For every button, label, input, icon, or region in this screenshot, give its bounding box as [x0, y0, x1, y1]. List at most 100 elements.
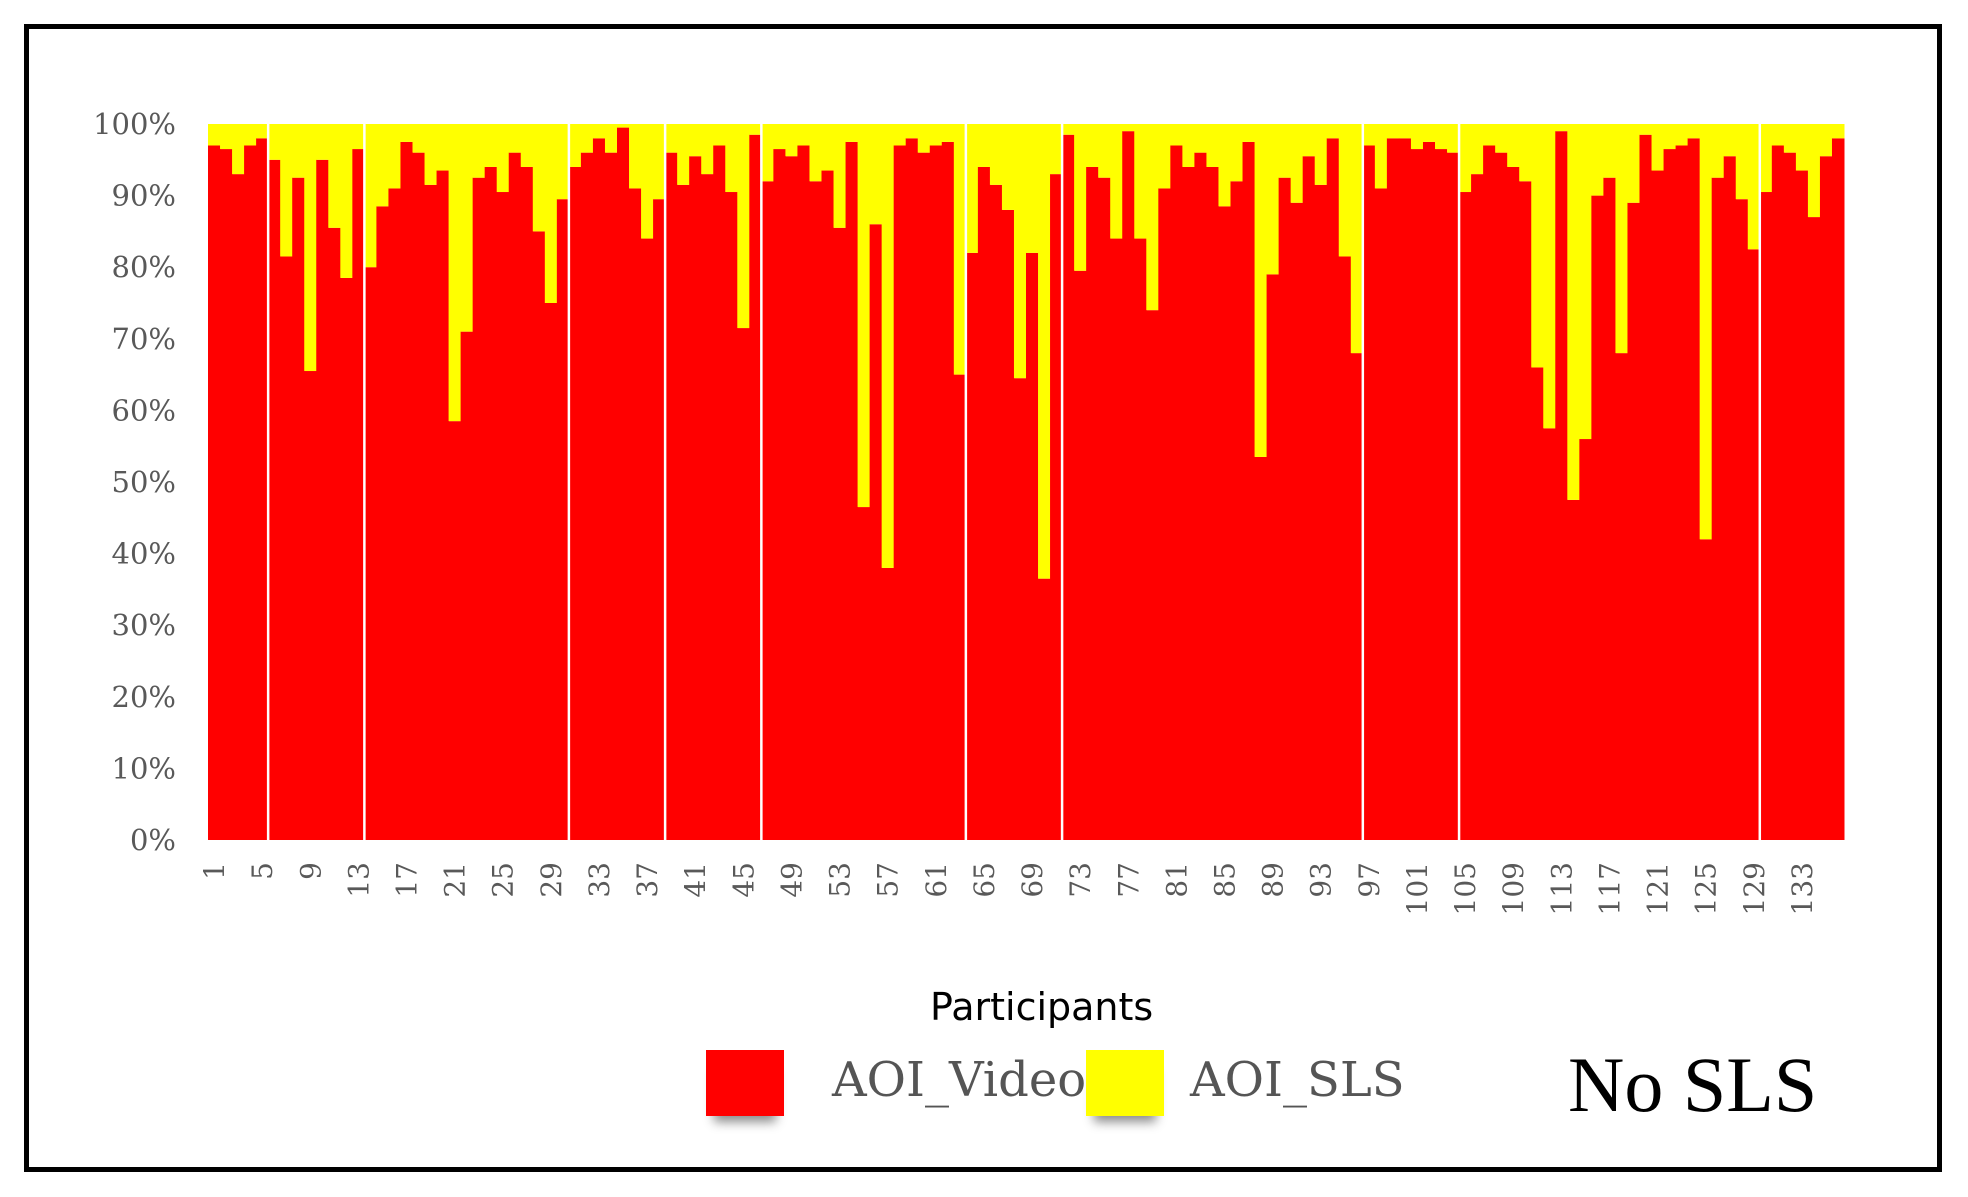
bar-aoi-video: [1278, 177, 1292, 840]
bar-aoi-sls: [1134, 124, 1147, 239]
bar-aoi-video: [1543, 428, 1556, 840]
bar-aoi-sls: [1447, 124, 1460, 153]
bar-aoi-sls: [1723, 124, 1737, 157]
bar-aoi-sls: [424, 124, 438, 185]
bar-aoi-sls: [496, 124, 510, 193]
bar-aoi-video: [965, 252, 979, 840]
bar-aoi-sls: [508, 124, 522, 153]
bar-aoi-video: [617, 127, 630, 840]
bar-aoi-video: [929, 145, 943, 841]
bar-aoi-sls: [340, 124, 353, 278]
bar-aoi-sls: [448, 124, 462, 422]
bar-aoi-sls: [376, 124, 389, 207]
bar-aoi-video: [653, 199, 666, 840]
bar-aoi-video: [484, 166, 498, 840]
x-tick-label: 57: [872, 862, 905, 898]
bar-aoi-sls: [484, 124, 498, 167]
bar-aoi-video: [1555, 131, 1568, 840]
bar-aoi-video: [508, 152, 522, 840]
bar-aoi-video: [1459, 192, 1472, 840]
bar-aoi-video: [629, 188, 642, 840]
bar-aoi-sls: [857, 124, 871, 508]
bar-aoi-video: [1795, 170, 1809, 841]
bar-aoi-video: [280, 256, 293, 841]
bar-aoi-sls: [592, 124, 606, 139]
bar-aoi-video: [1591, 195, 1604, 841]
x-tick-label: 17: [390, 862, 423, 898]
bar-aoi-video: [941, 141, 955, 840]
bar-aoi-sls: [400, 124, 413, 142]
x-tick-label: 81: [1160, 862, 1193, 898]
bar-aoi-video: [761, 181, 774, 840]
bar-aoi-sls: [845, 124, 859, 142]
bar-aoi-sls: [364, 124, 377, 268]
bar-aoi-video: [1831, 138, 1845, 840]
x-tick-label: 53: [824, 862, 857, 898]
bar-aoi-sls: [1603, 124, 1616, 178]
bar-aoi-sls: [256, 124, 269, 139]
bar-aoi-video: [1158, 188, 1171, 840]
bar-aoi-sls: [1567, 124, 1580, 500]
bar-aoi-video: [220, 149, 233, 840]
bar-aoi-sls: [1362, 124, 1376, 146]
bar-aoi-sls: [1086, 124, 1099, 167]
bar-aoi-sls: [1759, 124, 1773, 193]
x-tick-label: 77: [1112, 862, 1145, 898]
bar-aoi-video: [1074, 270, 1087, 840]
y-tick-label: 20%: [112, 680, 176, 714]
y-tick-label: 100%: [93, 107, 176, 141]
bar-aoi-sls: [977, 124, 991, 167]
bar-aoi-sls: [797, 124, 810, 146]
bar-aoi-video: [1146, 310, 1159, 840]
bar-aoi-sls: [232, 124, 245, 175]
bar-aoi-video: [677, 184, 690, 841]
bar-aoi-video: [364, 267, 377, 840]
bar-aoi-video: [749, 134, 762, 841]
bar-aoi-sls: [821, 124, 835, 171]
bar-aoi-sls: [725, 124, 738, 193]
bar-aoi-sls: [1483, 124, 1496, 146]
bar-aoi-sls: [460, 124, 474, 332]
bar-aoi-video: [580, 152, 594, 840]
bar-aoi-video: [713, 145, 726, 841]
bar-aoi-video: [1134, 238, 1147, 840]
bar-aoi-video: [737, 328, 750, 840]
bar-aoi-sls: [689, 124, 702, 157]
bar-aoi-sls: [220, 124, 233, 150]
bar-aoi-sls: [641, 124, 654, 239]
bar-aoi-video: [665, 152, 678, 840]
x-tick-label: 105: [1449, 862, 1482, 915]
bar-aoi-sls: [1302, 124, 1316, 157]
bar-aoi-video: [304, 371, 317, 840]
bar-aoi-video: [208, 145, 221, 841]
bar-aoi-video: [256, 138, 269, 840]
y-tick-label: 90%: [112, 179, 176, 213]
bar-aoi-sls: [1206, 124, 1219, 167]
legend-swatch-aoi-sls: [1086, 1050, 1164, 1116]
bar-aoi-sls: [833, 124, 847, 228]
bar-aoi-sls: [1435, 124, 1448, 150]
bar-aoi-video: [1507, 166, 1520, 840]
bar-aoi-sls: [1098, 124, 1111, 178]
bar-aoi-sls: [1471, 124, 1484, 175]
bar-aoi-sls: [568, 124, 582, 167]
bar-aoi-video: [1001, 209, 1015, 841]
bar-aoi-sls: [268, 124, 281, 160]
bar-aoi-video: [1519, 181, 1532, 840]
bar-aoi-video: [1013, 378, 1027, 840]
bar-aoi-sls: [556, 124, 570, 200]
bar-aoi-video: [1627, 202, 1640, 840]
bar-aoi-sls: [1290, 124, 1304, 203]
x-tick-label: 65: [968, 862, 1001, 898]
bar-aoi-sls: [1543, 124, 1556, 429]
condition-label: No SLS: [1568, 1041, 1818, 1128]
bar-aoi-sls: [1422, 124, 1436, 142]
x-tick-label: 121: [1642, 862, 1675, 915]
bar-aoi-video: [1495, 152, 1508, 840]
x-axis: 1 5 9 13 17 21 25 29 33 37 41 45 49 53 57 61 65 69 73 77 81 8…: [198, 862, 1819, 915]
bar-aoi-sls: [1398, 124, 1412, 139]
bar-aoi-sls: [1591, 124, 1604, 196]
bar-aoi-sls: [1338, 124, 1352, 257]
x-tick-label: 109: [1497, 862, 1530, 915]
